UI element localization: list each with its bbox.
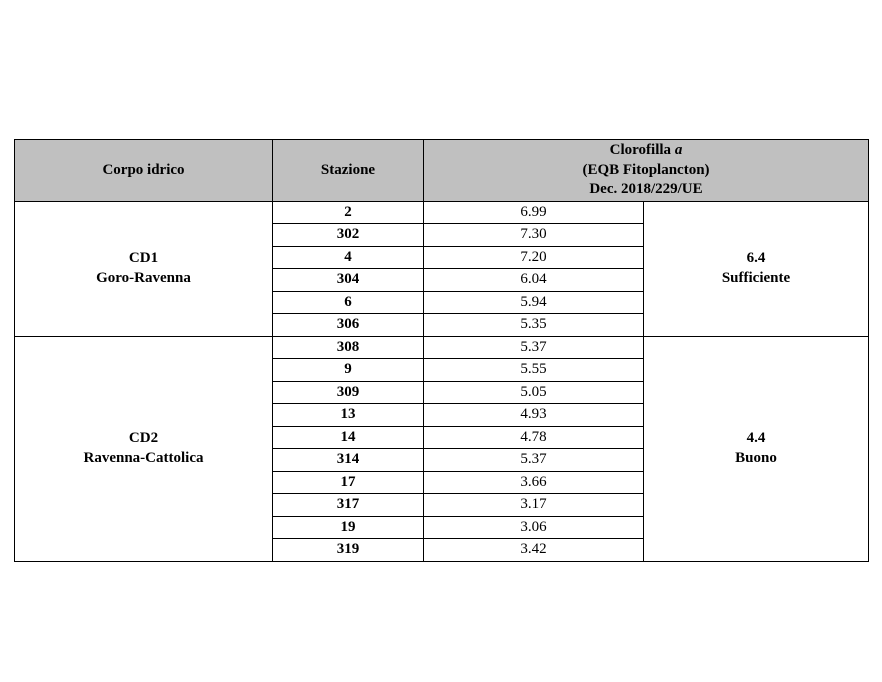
table-header-row: Corpo idrico Stazione Clorofilla a (EQB … [15,140,869,202]
table-row: CD2Ravenna-Cattolica3085.374.4Buono [15,336,869,359]
station-cell: 308 [273,336,424,359]
value-cell: 5.37 [424,449,644,472]
value-cell: 6.04 [424,269,644,292]
station-cell: 306 [273,314,424,337]
station-cell: 9 [273,359,424,382]
value-cell: 5.94 [424,291,644,314]
value-cell: 4.78 [424,426,644,449]
station-cell: 319 [273,539,424,562]
header-clorofilla: Clorofilla a (EQB Fitoplancton) Dec. 201… [424,140,869,202]
station-cell: 17 [273,471,424,494]
header-clorofilla-main: Clorofilla [610,142,671,158]
value-cell: 5.05 [424,381,644,404]
header-body: Corpo idrico [15,140,273,202]
summary-cell: 6.4 Sufficiente [644,201,869,336]
station-cell: 14 [273,426,424,449]
value-cell: 5.37 [424,336,644,359]
header-clorofilla-italic: a [675,142,683,158]
body-code: CD1 [129,250,158,266]
table-body: CD1Goro-Ravenna26.996.4Sufficiente3027.3… [15,201,869,561]
station-cell: 302 [273,224,424,247]
value-cell: 3.06 [424,516,644,539]
value-cell: 4.93 [424,404,644,427]
station-cell: 13 [273,404,424,427]
body-name: Ravenna-Cattolica [84,450,204,466]
body-name: Goro-Ravenna [96,270,191,286]
body-cell: CD2 Ravenna-Cattolica [15,336,273,561]
value-cell: 5.55 [424,359,644,382]
station-cell: 6 [273,291,424,314]
summary-label: Buono [735,450,777,466]
header-station: Stazione [273,140,424,202]
value-cell: 3.17 [424,494,644,517]
station-cell: 314 [273,449,424,472]
value-cell: 3.42 [424,539,644,562]
body-code: CD2 [129,430,158,446]
station-cell: 309 [273,381,424,404]
value-cell: 7.30 [424,224,644,247]
station-cell: 304 [273,269,424,292]
header-clorofilla-sub2: Dec. 2018/229/UE [589,181,702,197]
summary-value: 4.4 [747,430,766,446]
summary-cell: 4.4 Buono [644,336,869,561]
table-row: CD1Goro-Ravenna26.996.4Sufficiente [15,201,869,224]
clorofilla-table: Corpo idrico Stazione Clorofilla a (EQB … [14,139,869,562]
summary-value: 6.4 [747,250,766,266]
value-cell: 7.20 [424,246,644,269]
body-cell: CD1 Goro-Ravenna [15,201,273,336]
station-cell: 317 [273,494,424,517]
value-cell: 5.35 [424,314,644,337]
header-clorofilla-sub1: (EQB Fitoplancton) [582,162,709,178]
value-cell: 6.99 [424,201,644,224]
station-cell: 19 [273,516,424,539]
summary-label: Sufficiente [722,270,790,286]
station-cell: 2 [273,201,424,224]
value-cell: 3.66 [424,471,644,494]
station-cell: 4 [273,246,424,269]
